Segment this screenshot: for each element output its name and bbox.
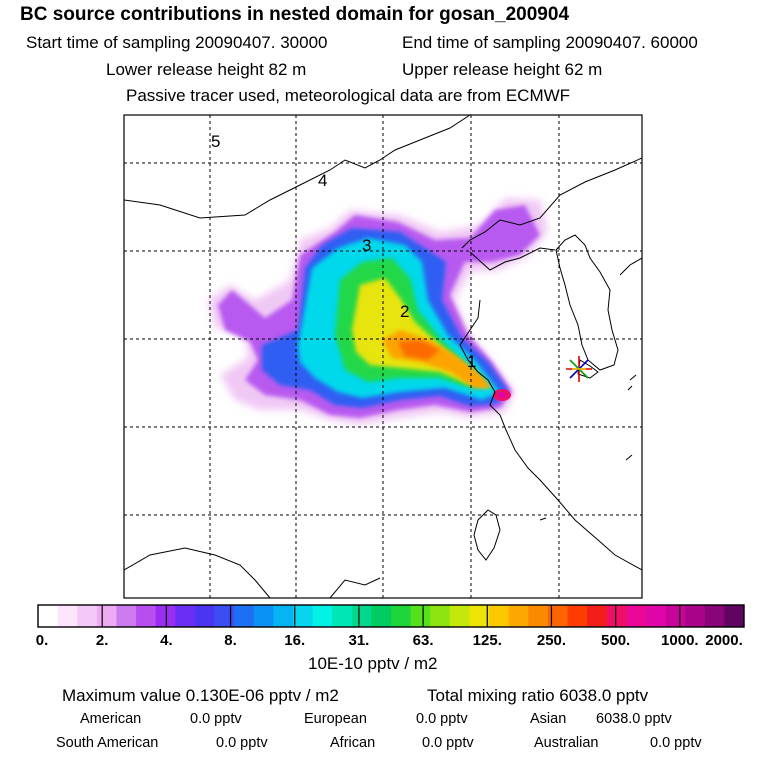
- colorbar-cell: [116, 605, 137, 627]
- colorbar-tick-label: 16.: [284, 632, 306, 649]
- south-american-label: South American: [56, 735, 159, 751]
- colorbar-units: 10E-10 pptv / m2: [308, 654, 438, 673]
- american-label: American: [80, 711, 142, 727]
- colorbar-cell: [253, 605, 274, 627]
- colorbar-cell: [665, 605, 686, 627]
- south-american-value: 0.0 pptv: [216, 735, 268, 751]
- region-label-3: 3: [362, 236, 371, 255]
- colorbar-cell: [312, 605, 333, 627]
- colorbar-cell: [430, 605, 451, 627]
- colorbar-cell: [273, 605, 294, 627]
- plot-title: BC source contributions in nested domain…: [20, 4, 570, 25]
- colorbar-cell: [234, 605, 255, 627]
- colorbar-cell: [606, 605, 627, 627]
- colorbar-cell: [508, 605, 529, 627]
- region-label-1: 1: [467, 352, 476, 371]
- colorbar-cell: [332, 605, 353, 627]
- coastlines: [124, 115, 642, 598]
- african-value: 0.0 pptv: [422, 735, 474, 751]
- colorbar-cell: [704, 605, 725, 627]
- colorbar-cell: [214, 605, 235, 627]
- total-mixing-ratio-text: Total mixing ratio 6038.0 pptv: [427, 686, 649, 705]
- star-marker: [566, 356, 592, 382]
- start-time-text: Start time of sampling 20090407. 30000: [26, 33, 328, 52]
- colorbar-tick-label: 2.: [95, 632, 109, 649]
- colorbar-cell: [685, 605, 706, 627]
- region-label-5: 5: [211, 132, 220, 151]
- african-label: African: [330, 735, 376, 751]
- asian-value: 6038.0 pptv: [596, 711, 672, 727]
- maximum-value-text: Maximum value 0.130E-06 pptv / m2: [62, 686, 339, 705]
- region-label-4: 4: [318, 171, 327, 190]
- colorbar-cell: [449, 605, 470, 627]
- colorbar-tick-label: 2000.: [705, 632, 743, 649]
- colorbar-cell: [96, 605, 117, 627]
- map-frame: [123, 114, 643, 599]
- european-label: European: [304, 711, 367, 727]
- colorbar-tick-label: 500.: [601, 632, 631, 649]
- colorbar-tick-label: 1000.: [661, 632, 699, 649]
- grid-lines: [124, 115, 642, 598]
- colorbar-cell: [194, 605, 215, 627]
- colorbar-cell: [528, 605, 549, 627]
- colorbar-cell: [587, 605, 608, 627]
- colorbar-cell: [724, 605, 745, 627]
- colorbar-tick-label: 125.: [472, 632, 502, 649]
- region-label-2: 2: [400, 302, 409, 321]
- colorbar-cell: [351, 605, 372, 627]
- lower-release-text: Lower release height 82 m: [106, 60, 307, 79]
- upper-release-text: Upper release height 62 m: [402, 60, 603, 79]
- colorbar-frame: [37, 604, 745, 628]
- colorbar-cell: [175, 605, 196, 627]
- colorbar-cell: [489, 605, 510, 627]
- australian-label: Australian: [534, 735, 599, 751]
- colorbar-tick-label: 250.: [536, 632, 567, 649]
- colorbar-tick-label: 31.: [348, 632, 370, 649]
- colorbar-tick-label: 63.: [412, 632, 434, 649]
- colorbar-tick-label: 4.: [160, 632, 173, 649]
- plume-hotspot-core: [498, 392, 506, 398]
- colorbar-cell: [626, 605, 647, 627]
- colorbar-cell: [38, 605, 59, 627]
- concentration-field: [124, 115, 642, 598]
- colorbar-cell: [292, 605, 313, 627]
- tracer-note-text: Passive tracer used, meteorological data…: [126, 86, 571, 105]
- colorbar-tick-label: 0.: [35, 632, 49, 649]
- end-time-text: End time of sampling 20090407. 60000: [402, 33, 698, 52]
- asian-label: Asian: [530, 711, 567, 727]
- colorbar-cell: [645, 605, 666, 627]
- colorbar-cell: [57, 605, 78, 627]
- european-value: 0.0 pptv: [416, 711, 468, 727]
- colorbar-cell: [371, 605, 392, 627]
- colorbar-cell: [391, 605, 412, 627]
- colorbar-cell: [77, 605, 98, 627]
- australian-value: 0.0 pptv: [650, 735, 702, 751]
- american-value: 0.0 pptv: [190, 711, 242, 727]
- colorbar-cell: [567, 605, 588, 627]
- colorbar-cell: [136, 605, 157, 627]
- plume-orange-core: [398, 340, 440, 360]
- colorbar-cell: [410, 605, 431, 627]
- colorbar-tick-label: 8.: [224, 632, 237, 649]
- colorbar-cell: [547, 605, 568, 627]
- colorbar-cell: [469, 605, 490, 627]
- colorbar-cell: [155, 605, 176, 627]
